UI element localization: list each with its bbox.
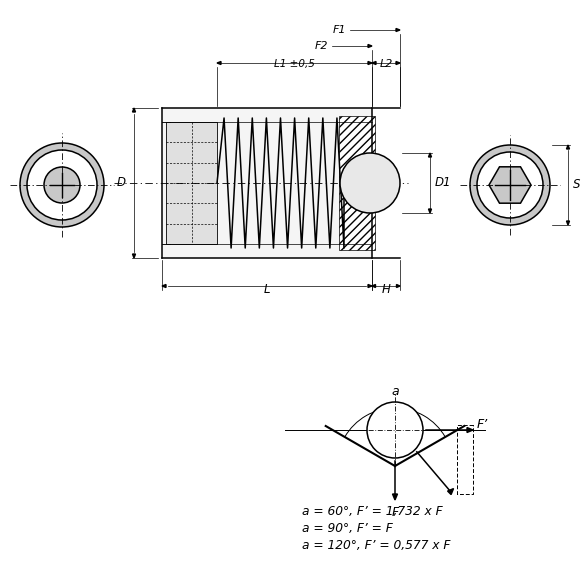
Polygon shape bbox=[428, 153, 431, 157]
Polygon shape bbox=[133, 254, 136, 258]
Circle shape bbox=[20, 143, 104, 227]
Circle shape bbox=[367, 402, 423, 458]
Polygon shape bbox=[396, 61, 400, 64]
Polygon shape bbox=[428, 209, 431, 213]
Text: D1: D1 bbox=[435, 176, 452, 189]
Polygon shape bbox=[372, 61, 376, 64]
Circle shape bbox=[470, 145, 550, 225]
Polygon shape bbox=[368, 284, 372, 287]
Polygon shape bbox=[368, 61, 372, 64]
Polygon shape bbox=[368, 44, 372, 47]
Bar bbox=[162, 108, 372, 258]
Text: S: S bbox=[573, 179, 580, 192]
Text: L1 ±0,5: L1 ±0,5 bbox=[274, 59, 315, 69]
Polygon shape bbox=[133, 108, 136, 112]
Polygon shape bbox=[448, 489, 453, 495]
Text: L2: L2 bbox=[379, 59, 393, 69]
Circle shape bbox=[340, 153, 400, 213]
Text: F’: F’ bbox=[477, 419, 488, 432]
Polygon shape bbox=[372, 284, 375, 287]
Text: a: a bbox=[391, 385, 399, 398]
Polygon shape bbox=[217, 61, 221, 64]
Polygon shape bbox=[566, 221, 570, 225]
Text: H: H bbox=[382, 283, 391, 296]
Circle shape bbox=[44, 167, 80, 203]
Polygon shape bbox=[396, 284, 400, 287]
Polygon shape bbox=[489, 167, 531, 203]
Polygon shape bbox=[467, 427, 473, 433]
Text: a = 120°, F’ = 0,577 x F: a = 120°, F’ = 0,577 x F bbox=[302, 539, 450, 552]
Text: D: D bbox=[117, 176, 126, 189]
Text: F: F bbox=[391, 506, 399, 519]
Circle shape bbox=[27, 150, 97, 220]
Polygon shape bbox=[392, 494, 398, 500]
Text: a = 90°, F’ = F: a = 90°, F’ = F bbox=[302, 522, 393, 535]
Bar bbox=[339, 116, 375, 250]
Polygon shape bbox=[566, 145, 570, 149]
Circle shape bbox=[477, 152, 543, 218]
Polygon shape bbox=[396, 29, 400, 32]
Text: a = 60°, F’ = 1,732 x F: a = 60°, F’ = 1,732 x F bbox=[302, 505, 443, 518]
Text: F2: F2 bbox=[314, 41, 328, 51]
Bar bbox=[166, 122, 217, 244]
Text: F1: F1 bbox=[332, 25, 346, 35]
Text: L: L bbox=[264, 283, 270, 296]
Polygon shape bbox=[162, 284, 166, 287]
